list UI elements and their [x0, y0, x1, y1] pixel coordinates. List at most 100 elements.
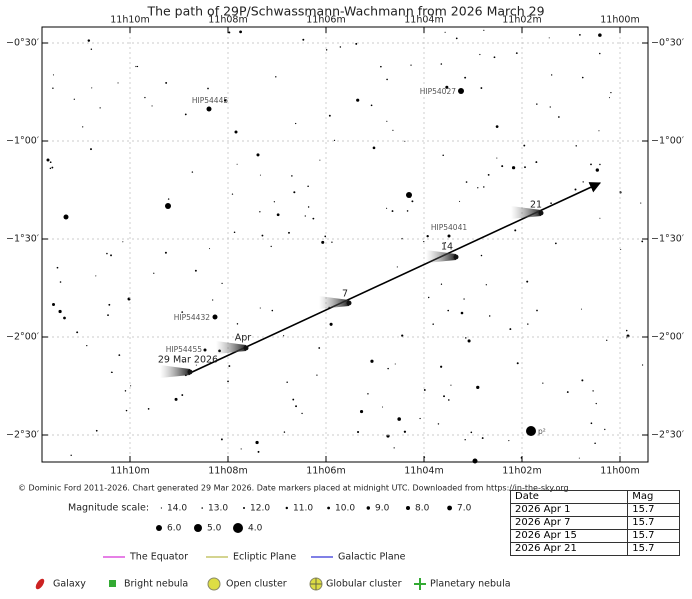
star [387, 367, 389, 370]
table-cell: 2026 Apr 15 [509, 529, 629, 543]
dec-label: −1°30′ [651, 234, 684, 245]
star [508, 440, 510, 442]
credit: © Dominic Ford 2011-2026. Chart generate… [18, 484, 569, 493]
named-star [458, 88, 464, 94]
star [432, 323, 434, 325]
star [595, 402, 597, 405]
star [181, 311, 184, 313]
star [391, 210, 394, 212]
star [283, 335, 285, 337]
star [401, 334, 404, 337]
star [592, 390, 594, 392]
star [465, 337, 467, 339]
comet-tail [319, 296, 349, 309]
table-row: 2026 Apr 1 15.7 [509, 503, 680, 517]
star [536, 103, 538, 105]
mag-label: 10.0 [335, 504, 355, 514]
star [312, 217, 315, 220]
dec-label: −1°00′ [6, 136, 39, 147]
star [536, 309, 538, 312]
star [52, 87, 54, 89]
star [124, 390, 127, 392]
ra-label: 11h04m [404, 466, 443, 477]
star [598, 52, 601, 55]
ra-label: 11h10m [110, 466, 149, 477]
star [91, 87, 93, 89]
star [221, 282, 223, 284]
header: Mag [627, 490, 680, 504]
star [286, 381, 288, 383]
dec-label: −0°30′ [6, 38, 39, 49]
bright-star [234, 130, 238, 134]
star [240, 448, 242, 450]
star [464, 76, 467, 79]
ra-label: 11h10m [110, 15, 149, 26]
star [527, 323, 529, 325]
star [359, 409, 364, 414]
star [511, 166, 516, 170]
star [523, 144, 526, 147]
star [516, 362, 519, 365]
mag-label: 11.0 [293, 504, 313, 514]
star [403, 430, 407, 433]
star [372, 146, 376, 150]
star [558, 116, 560, 118]
star [325, 49, 328, 51]
star-label: p² [538, 427, 546, 436]
chart-title: The path of 29P/Schwassmann-Wachmann fro… [146, 4, 544, 19]
star [255, 440, 259, 445]
star [261, 234, 264, 237]
star [396, 266, 398, 268]
star [641, 240, 644, 243]
star [476, 385, 480, 390]
star [590, 422, 593, 425]
table-row: 2026 Apr 7 15.7 [509, 516, 680, 530]
open-cluster-icon [207, 577, 221, 591]
header: Date [509, 490, 629, 504]
star [291, 175, 293, 177]
star [73, 98, 75, 100]
comet-tail [216, 341, 246, 354]
line-legend: The Equator [129, 552, 188, 563]
mag-dot [201, 507, 203, 509]
star [606, 339, 608, 341]
star [480, 87, 483, 89]
mag-dot [243, 507, 245, 509]
star [184, 113, 187, 116]
comet-head [346, 300, 352, 306]
star [87, 39, 91, 42]
star [151, 105, 153, 107]
mag-label: 4.0 [248, 524, 263, 534]
star [581, 379, 584, 382]
star [117, 82, 119, 84]
table-row: 2026 Apr 15 15.7 [509, 529, 680, 543]
dec-label: −2°30′ [651, 430, 684, 441]
star [167, 198, 170, 200]
star [195, 364, 197, 366]
date-marker: 7 [342, 289, 348, 300]
galaxy-icon [35, 578, 45, 590]
star [479, 53, 481, 56]
star [194, 269, 197, 272]
star [382, 406, 384, 408]
star [307, 206, 310, 208]
bright-star [406, 192, 412, 198]
star [447, 309, 450, 312]
dec-label: −0°30′ [651, 38, 684, 49]
table-row: 2026 Apr 21 15.7 [509, 542, 680, 556]
star [220, 438, 223, 441]
mag-dot [233, 523, 243, 533]
star [397, 417, 401, 421]
mag-label: 13.0 [208, 504, 228, 514]
star [86, 345, 88, 347]
mag-dot [406, 506, 410, 510]
star [394, 363, 396, 365]
star [392, 129, 394, 131]
star [318, 347, 321, 349]
ephemeris-table: Date Mag 2026 Apr 1 15.7 2026 Apr 7 15.7 2026… [509, 490, 680, 556]
star [106, 252, 108, 255]
star [566, 391, 569, 393]
star [386, 78, 388, 81]
mag-label: 14.0 [167, 504, 187, 514]
dec-label: −2°00′ [6, 332, 39, 343]
